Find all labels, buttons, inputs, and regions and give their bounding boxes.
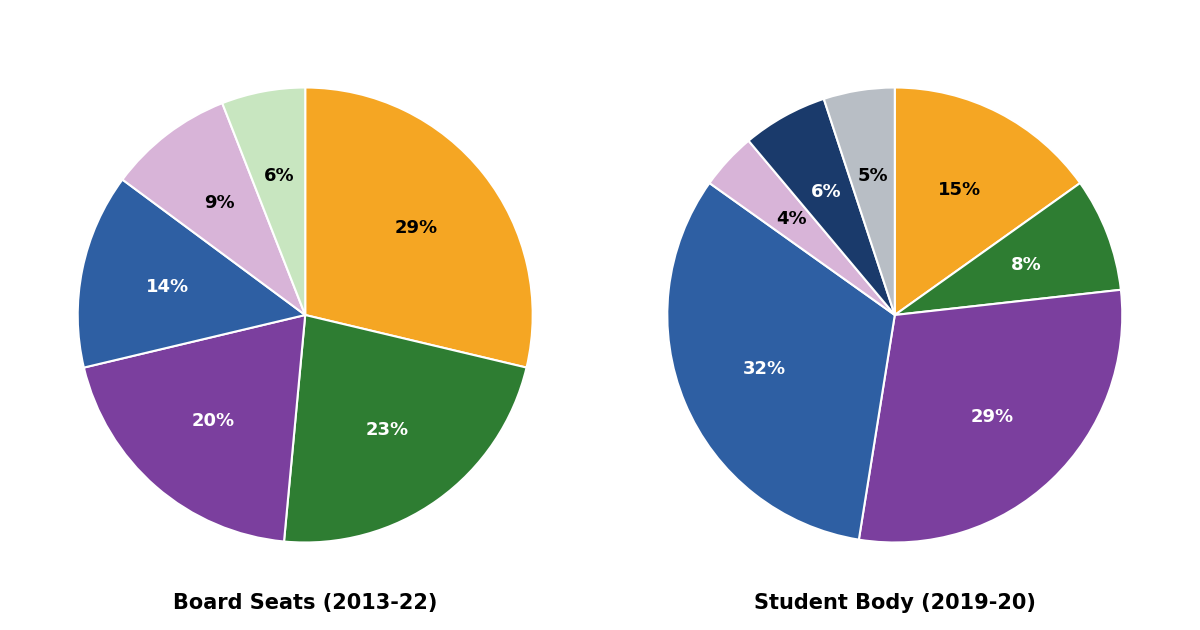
Wedge shape	[749, 99, 895, 315]
Wedge shape	[895, 88, 1080, 315]
Text: 8%: 8%	[1012, 256, 1042, 273]
Text: 29%: 29%	[395, 219, 438, 236]
Text: 4%: 4%	[776, 210, 806, 228]
Text: 20%: 20%	[191, 413, 234, 430]
Text: 14%: 14%	[145, 278, 188, 295]
Wedge shape	[824, 88, 895, 315]
Wedge shape	[222, 88, 305, 315]
Text: 23%: 23%	[366, 421, 409, 438]
Text: 6%: 6%	[811, 183, 841, 201]
Wedge shape	[667, 183, 895, 540]
Text: 9%: 9%	[204, 194, 235, 212]
Wedge shape	[895, 183, 1121, 315]
Text: 15%: 15%	[938, 181, 980, 198]
Wedge shape	[84, 315, 305, 542]
Wedge shape	[122, 103, 305, 315]
Wedge shape	[709, 140, 895, 315]
Wedge shape	[859, 290, 1122, 542]
Wedge shape	[284, 315, 527, 542]
Text: 32%: 32%	[743, 360, 786, 379]
Text: Board Seats (2013-22): Board Seats (2013-22)	[173, 593, 437, 612]
Text: 5%: 5%	[857, 167, 888, 185]
Text: Student Body (2019-20): Student Body (2019-20)	[754, 593, 1036, 612]
Text: 29%: 29%	[971, 408, 1014, 426]
Wedge shape	[78, 180, 305, 367]
Wedge shape	[305, 88, 533, 367]
Text: 6%: 6%	[264, 168, 294, 185]
